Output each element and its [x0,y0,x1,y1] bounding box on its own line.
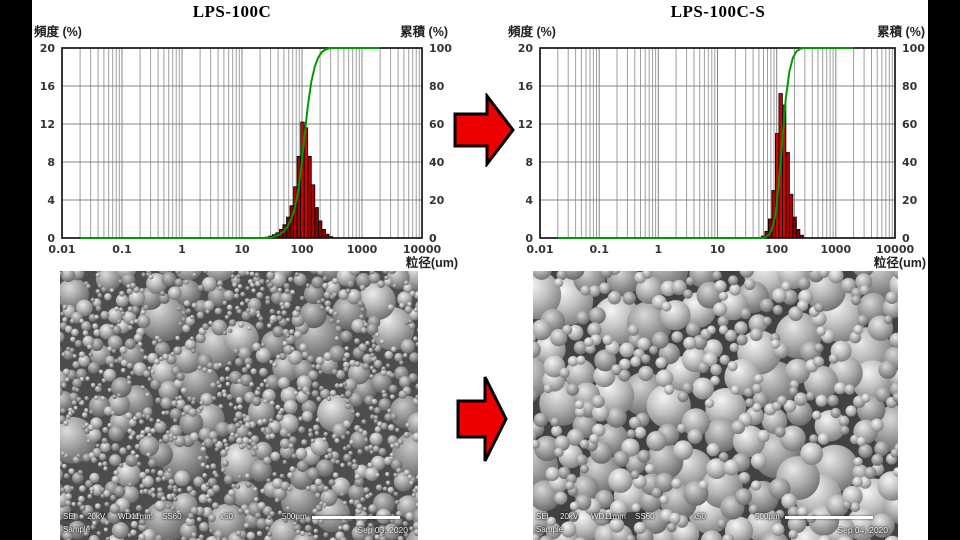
sem-sample-label: Sample [63,525,91,534]
sem-detector-label: SEI [536,512,549,521]
arrow-shape [453,93,515,167]
sem-working-distance-label: WD11mm [591,512,626,521]
grid [61,48,423,238]
svg-text:16: 16 [40,80,56,93]
svg-text:10: 10 [710,243,726,256]
svg-text:100: 100 [429,42,452,55]
svg-text:80: 80 [429,80,445,93]
svg-text:20: 20 [902,194,918,207]
svg-text:4: 4 [47,194,55,207]
arrow-shape [456,376,508,462]
sem-scale-label: 500μm [282,512,307,521]
svg-text:0: 0 [902,232,910,245]
svg-text:100: 100 [765,243,788,256]
svg-text:80: 80 [902,80,918,93]
svg-text:100: 100 [291,243,314,256]
sem-working-distance-label: WD11mm [118,512,153,521]
left-chart-frequency-axis-label: 頻度 (%) [34,25,82,39]
svg-text:20: 20 [518,42,534,55]
cumulative-curve [80,47,381,239]
svg-text:20: 20 [40,42,56,55]
svg-text:12: 12 [40,118,55,131]
right-chart-cumulative-axis-label: 累積 (%) [877,25,925,39]
svg-text:4: 4 [525,194,533,207]
sem-scale-label: 500μm [755,512,780,521]
sem-voltage-label: 20kV [560,512,579,521]
svg-text:40: 40 [902,156,918,169]
right-chart-x-axis-unit-label: 粒径(um) [873,256,926,270]
sem-sample-label: Sample [536,525,564,534]
particle-size-chart-lps-100c-s: 0 4 8 12 16 20 0 20 40 60 80 100 0.01 0.1 1 10 100 1000 10… [518,42,926,256]
svg-text:100: 100 [902,42,925,55]
sem-detector-label: SEI [63,512,76,521]
sem-date-label: Sep 03, 2020 [357,525,408,535]
svg-text:8: 8 [525,156,533,169]
svg-text:0.01: 0.01 [48,243,75,256]
cumulative-curve [557,47,854,239]
sem-voltage-label: 20kV [87,512,106,521]
sem-image-lps-100c-s: SEI 20kV WD11mm SS60 x50 500μm Sample Se… [533,271,898,540]
scale-bar [312,516,400,519]
sem-image-lps-100c: SEI 20kV WD11mm SS60 x50 500μm Sample Se… [60,271,418,540]
left-chart-x-axis-unit-label: 粒径(um) [405,256,458,270]
sem-spheres-texture [60,271,418,540]
grid [539,48,896,238]
right-chart-frequency-axis-label: 頻度 (%) [508,25,556,39]
svg-text:10000: 10000 [876,243,915,256]
svg-text:1: 1 [178,243,186,256]
svg-text:0.1: 0.1 [112,243,132,256]
svg-text:0: 0 [525,232,533,245]
sem-spot-size-label: SS60 [162,512,182,521]
sem-spheres-texture [533,271,898,540]
svg-text:60: 60 [429,118,445,131]
svg-text:0: 0 [47,232,55,245]
particle-size-chart-lps-100c: 0 4 8 12 16 20 0 20 40 60 80 100 0.01 0.1 1 10 100 1000 10… [40,42,453,256]
right-arrow-icon-bottom [456,376,508,462]
svg-text:0.01: 0.01 [526,243,553,256]
sem-magnification-label: x50 [220,512,233,521]
chart-title-lps-100c-s: LPS-100C-S [670,2,766,21]
svg-text:0.1: 0.1 [589,243,609,256]
left-chart-cumulative-axis-label: 累積 (%) [400,25,448,39]
svg-text:12: 12 [518,118,533,131]
sem-date-label: Sep 04, 2020 [837,525,888,535]
svg-text:8: 8 [47,156,55,169]
svg-text:16: 16 [518,80,534,93]
svg-text:1000: 1000 [347,243,378,256]
svg-text:40: 40 [429,156,445,169]
sem-magnification-label: x50 [693,512,706,521]
svg-text:20: 20 [429,194,445,207]
right-arrow-icon-top [453,93,515,167]
svg-text:10: 10 [234,243,250,256]
scale-bar [785,516,873,519]
svg-text:1000: 1000 [820,243,851,256]
svg-text:10000: 10000 [403,243,442,256]
svg-text:60: 60 [902,118,918,131]
svg-text:1: 1 [654,243,662,256]
chart-title-lps-100c: LPS-100C [192,2,272,21]
svg-text:0: 0 [429,232,437,245]
sem-spot-size-label: SS60 [635,512,655,521]
